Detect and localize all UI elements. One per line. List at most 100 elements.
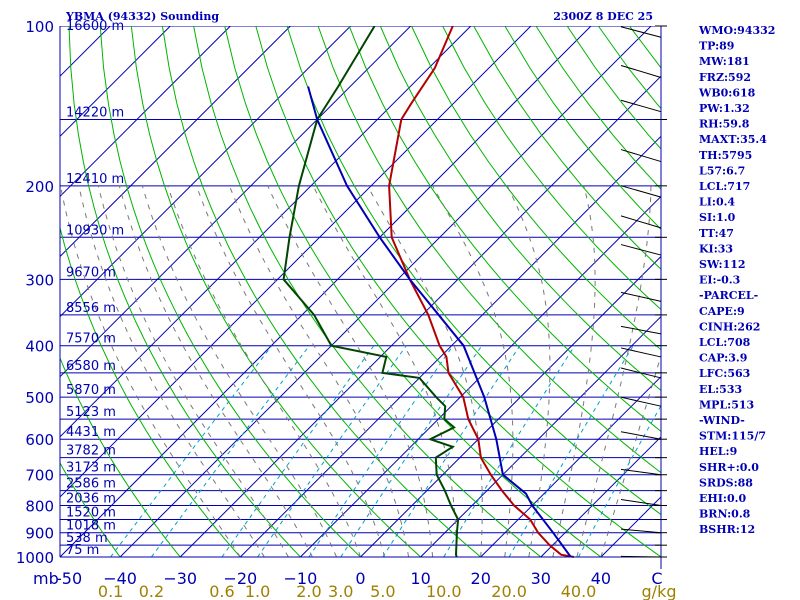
height-label: 2586 m — [66, 477, 116, 492]
index-value: SI:1.0 — [699, 211, 736, 224]
mixing-ratio-label: 0.6 — [209, 582, 234, 600]
dewpoint-line — [282, 26, 460, 558]
mixing-ratio-label: 10.0 — [426, 582, 462, 600]
index-value: CINH:262 — [699, 320, 760, 333]
isotherm-line — [60, 26, 351, 318]
index-value: MAXT:35.4 — [699, 133, 767, 146]
moist-adiabat-line — [552, 185, 596, 558]
moist-adiabat-line — [600, 353, 661, 558]
height-label: 7570 m — [66, 332, 116, 347]
wind-barb — [620, 499, 662, 507]
index-value: CAPE:9 — [699, 305, 745, 318]
height-label: 10930 m — [66, 223, 124, 238]
index-value: WB0:618 — [698, 86, 756, 99]
moist-adiabat-line — [267, 185, 434, 558]
moist-adiabat-line — [141, 185, 337, 558]
dry-adiabat-line — [348, 26, 661, 433]
isotherm-line — [60, 26, 472, 438]
mixing-ratio-line — [508, 345, 634, 558]
index-value: EHI:0.0 — [699, 492, 746, 505]
wind-barb — [620, 26, 662, 38]
temperature-tick-label: −10 — [284, 569, 318, 588]
wind-barb — [620, 185, 662, 198]
sounding-series — [282, 26, 575, 558]
wind-barb — [620, 555, 662, 558]
height-label: 16600 m — [66, 19, 124, 34]
index-value: EI:-0.3 — [699, 274, 740, 287]
isotherm-line — [300, 195, 661, 558]
moist-adiabat-line — [196, 185, 385, 558]
pressure-tick-label: 700 — [25, 467, 54, 485]
wind-barb — [620, 528, 662, 534]
isotherm-line — [60, 26, 291, 258]
mixing-ratio-line — [382, 345, 521, 558]
index-value: TP:89 — [699, 40, 734, 53]
temperature-tick-label: −40 — [103, 569, 137, 588]
mixing-ratio-label: 1.0 — [245, 582, 270, 600]
dry-adiabat-line — [60, 225, 241, 558]
dry-adiabat-line — [566, 26, 661, 150]
height-label: 1520 m — [66, 506, 116, 521]
dry-adiabat-line — [411, 26, 661, 351]
index-value: BRN:0.8 — [699, 508, 751, 521]
height-label: 4431 m — [66, 425, 116, 440]
isotherm-line — [119, 26, 652, 558]
pressure-unit-label: mb — [33, 569, 59, 588]
index-value: LCL:717 — [699, 180, 750, 193]
temperature-tick-label: 10 — [410, 569, 430, 588]
index-value: LFC:563 — [699, 367, 750, 380]
height-label: 3173 m — [66, 461, 116, 476]
index-value: PW:1.32 — [699, 102, 750, 115]
temperature-tick-label: 40 — [591, 569, 611, 588]
wind-barb — [620, 431, 662, 440]
right-side-ticks — [620, 25, 667, 558]
mixing-ratio-label: 2.0 — [296, 582, 321, 600]
moist-adiabat-line — [367, 185, 483, 558]
mixing-ratio-label: 20.0 — [491, 582, 527, 600]
dry-adiabat-line — [317, 26, 661, 474]
index-value: L57:6.7 — [699, 164, 745, 177]
moist-adiabat-line — [312, 185, 458, 558]
height-label: 14220 m — [66, 106, 124, 121]
moist-adiabat-line — [97, 185, 289, 558]
isotherm-line — [179, 75, 661, 558]
moist-adiabat-line — [167, 185, 361, 558]
dry-adiabat-line — [68, 26, 301, 558]
mixing-ratio-line — [578, 404, 661, 558]
dry-adiabat-line — [379, 26, 661, 392]
isotherm-line — [60, 26, 231, 198]
mixing-ratio-label: 5.0 — [370, 582, 395, 600]
temperature-tick-label: −30 — [163, 569, 197, 588]
height-label: 6580 m — [66, 359, 116, 374]
wind-barb — [620, 396, 662, 407]
pressure-tick-label: 100 — [25, 18, 54, 36]
mixing-ratio-label: 40.0 — [561, 582, 597, 600]
pressure-tick-label: 800 — [25, 498, 54, 516]
wind-barb — [620, 149, 662, 163]
wind-barb — [620, 64, 662, 78]
height-label: 9670 m — [66, 265, 116, 280]
dry-adiabat-line — [255, 26, 661, 558]
dry-adiabat-line — [754, 26, 800, 557]
mixing-ratio-label: 0.1 — [98, 582, 123, 600]
index-value: EL:533 — [699, 383, 742, 396]
height-label: 8556 m — [66, 301, 116, 316]
temperature-tick-label: −20 — [223, 569, 257, 588]
index-value: SRDS:88 — [699, 476, 753, 489]
mixing-ratio-label: 0.2 — [139, 582, 164, 600]
chart-grid — [60, 26, 800, 558]
wind-barb — [620, 325, 662, 335]
mixing-ratio-unit-label: g/kg — [642, 582, 677, 600]
mixing-ratio-line — [257, 345, 407, 558]
dry-adiabat-line — [193, 26, 542, 558]
dry-adiabat-line — [99, 26, 361, 558]
index-value: -WIND- — [699, 414, 745, 427]
mixing-ratio-line — [443, 345, 576, 558]
index-value: FRZ:592 — [699, 71, 751, 84]
indices-panel: WMO:94332 TP:89 MW:181 FRZ:592 WB0:618 PW:1.3… — [698, 24, 775, 536]
mixing-ratio-label: 3.0 — [328, 582, 353, 600]
height-label: 5870 m — [66, 383, 116, 398]
index-value: SW:112 — [699, 258, 746, 271]
